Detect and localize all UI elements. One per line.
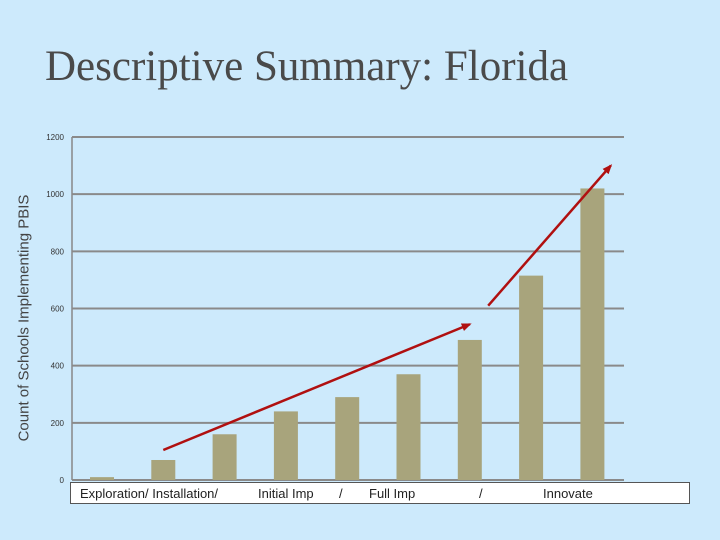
y-tick-label: 600: [51, 305, 65, 314]
bar: [396, 374, 421, 480]
y-tick-label: 1000: [46, 190, 64, 199]
bar: [90, 477, 114, 480]
y-tick-label: 200: [51, 419, 65, 428]
x-axis-label-box: [70, 482, 690, 504]
x-label-full-imp: Full Imp: [369, 486, 416, 501]
bar: [519, 275, 544, 480]
bar: [151, 459, 176, 480]
y-tick-label: 0: [60, 476, 65, 485]
x-label-innovate: Innovate: [543, 486, 593, 501]
trend-arrow: [162, 323, 472, 452]
y-tick-label: 400: [51, 362, 65, 371]
slide-title: Descriptive Summary: Florida: [45, 43, 569, 90]
bar: [212, 434, 237, 480]
bar: [457, 339, 482, 480]
y-tick-label: 1200: [46, 133, 64, 142]
y-tick-label: 800: [51, 247, 65, 256]
x-label-separator-1: /: [339, 486, 343, 501]
x-label-exploration: Exploration/ Installation/: [80, 486, 219, 501]
trend-arrow: [487, 164, 613, 307]
x-label-initial-imp: Initial Imp: [258, 486, 314, 501]
x-label-separator-2: /: [479, 486, 483, 501]
bar: [335, 397, 360, 480]
bar: [580, 188, 605, 480]
bar: [273, 411, 298, 480]
